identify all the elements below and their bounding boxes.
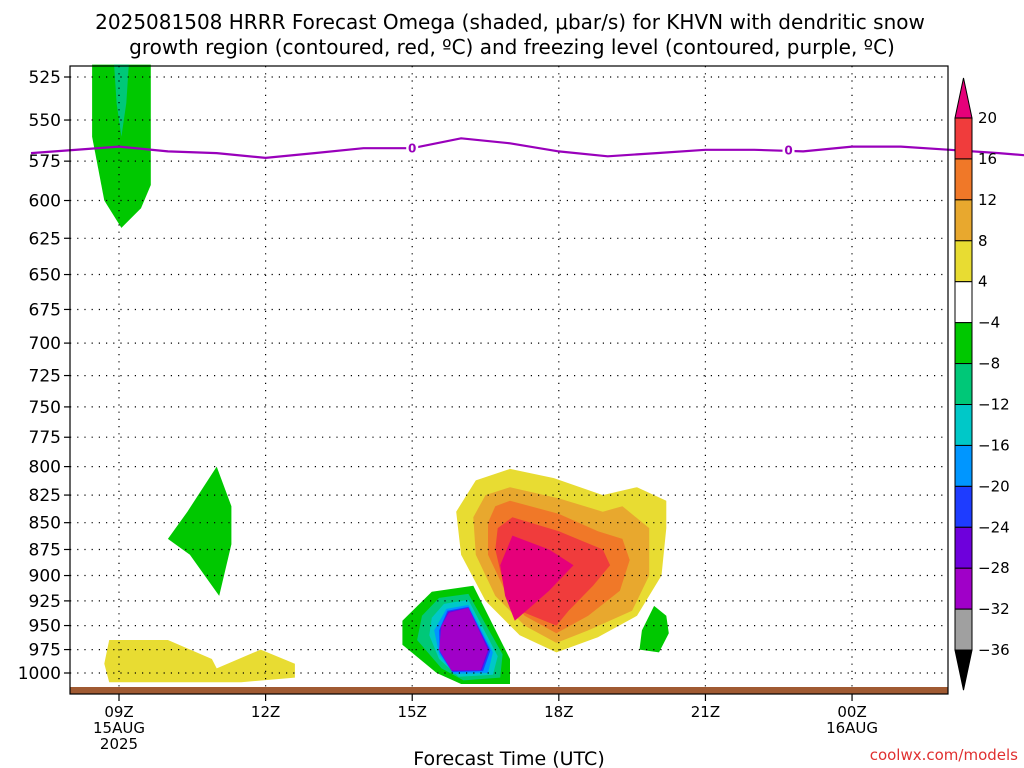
colorbar-swatch xyxy=(954,281,973,324)
colorbar-swatch xyxy=(954,199,973,242)
colorbar-label: 20 xyxy=(978,109,997,127)
plot-grid xyxy=(70,66,948,687)
y-tick-label: 975 xyxy=(29,641,61,661)
y-tick-label: 575 xyxy=(29,152,61,172)
y-tick-label: 875 xyxy=(29,540,61,560)
colorbar-swatch xyxy=(954,567,973,610)
colorbar-label: 4 xyxy=(978,273,988,291)
chart-title-line-1: 2025081508 HRRR Forecast Omega (shaded, … xyxy=(95,10,925,34)
y-tick-label: 725 xyxy=(29,367,61,387)
colorbar-label: 12 xyxy=(978,191,997,209)
colorbar-label: −8 xyxy=(978,355,1000,373)
freezing-level-line xyxy=(30,137,1024,160)
colorbar-swatch xyxy=(954,363,973,406)
colorbar-label: −28 xyxy=(978,559,1010,577)
colorbar-swatch xyxy=(954,526,973,569)
omega-region-2 xyxy=(167,466,232,596)
x-tick-label: 00Z xyxy=(837,703,866,721)
omega-colorbar: 20 16 12 8 4 −4 −8 −12 −16 −20 −24 −28 −32 −36 xyxy=(954,77,1010,691)
credit-text: coolwx.com/models xyxy=(870,746,1018,764)
x-tick-label: 12Z xyxy=(251,703,280,721)
omega-region-5 xyxy=(439,607,488,671)
y-tick-label: 700 xyxy=(29,334,61,354)
colorbar-swatch xyxy=(954,608,973,651)
colorbar-swatch xyxy=(954,444,973,487)
colorbar-label: −4 xyxy=(978,314,1000,332)
colorbar-swatch xyxy=(954,322,973,365)
chart-title-line-2: growth region (contoured, red, ºC) and f… xyxy=(129,35,895,59)
y-tick-label: 825 xyxy=(29,486,61,506)
x-axis-title: Forecast Time (UTC) xyxy=(413,748,604,768)
colorbar-label: −20 xyxy=(978,477,1010,495)
colorbar-swatch xyxy=(954,117,973,160)
y-tick-label: 600 xyxy=(29,192,61,212)
x-tick-label: 16AUG xyxy=(826,719,878,737)
freezing-level-label: 0 xyxy=(408,142,416,156)
freezing-level-label: 0 xyxy=(784,143,792,157)
colorbar-label: 8 xyxy=(978,232,988,250)
y-tick-label: 525 xyxy=(29,68,61,88)
omega-region-1 xyxy=(114,64,129,137)
y-tick-label: 800 xyxy=(29,458,61,478)
omega-region-7 xyxy=(500,535,574,621)
colorbar-swatch xyxy=(954,649,973,691)
colorbar-swatch xyxy=(954,77,973,119)
y-tick-label: 625 xyxy=(29,229,61,249)
x-tick-label: 18Z xyxy=(544,703,573,721)
x-tick-label: 15Z xyxy=(398,703,427,721)
y-tick-label: 1000 xyxy=(18,664,61,684)
colorbar-label: −24 xyxy=(978,518,1010,536)
omega-region-8 xyxy=(639,605,669,653)
colorbar-label: −16 xyxy=(978,436,1010,454)
contour-label-bg xyxy=(782,142,795,156)
y-tick-label: 950 xyxy=(29,617,61,637)
y-tick-label: 750 xyxy=(29,398,61,418)
omega-region-3 xyxy=(104,640,295,683)
x-tick-label: 09Z xyxy=(104,703,133,721)
x-tick-label: 15AUG xyxy=(93,719,145,737)
plot-frame xyxy=(69,65,949,695)
y-tick-label: 550 xyxy=(29,111,61,131)
pressure-axis: 525 550 575 600 625 650 675 700 725 750 775 800 825 8… xyxy=(18,68,70,684)
y-tick-label: 925 xyxy=(29,592,61,612)
colorbar-swatch xyxy=(954,404,973,446)
y-tick-label: 650 xyxy=(29,266,61,286)
y-tick-label: 775 xyxy=(29,428,61,448)
colorbar-label: −36 xyxy=(978,641,1010,659)
colorbar-swatch xyxy=(954,485,973,528)
colorbar-label: −12 xyxy=(978,396,1010,414)
x-tick-label: 21Z xyxy=(691,703,720,721)
surface-bar xyxy=(70,687,948,694)
colorbar-label: −32 xyxy=(978,600,1010,618)
y-tick-label: 675 xyxy=(29,300,61,320)
contour-label-bg xyxy=(406,141,419,155)
colorbar-label: 16 xyxy=(978,150,997,168)
y-tick-label: 900 xyxy=(29,567,61,587)
colorbar-swatch xyxy=(954,158,973,201)
omega-shaded-regions xyxy=(92,64,669,684)
y-tick-label: 850 xyxy=(29,514,61,534)
x-tick-label: 2025 xyxy=(100,735,138,753)
colorbar-swatch xyxy=(954,240,973,283)
